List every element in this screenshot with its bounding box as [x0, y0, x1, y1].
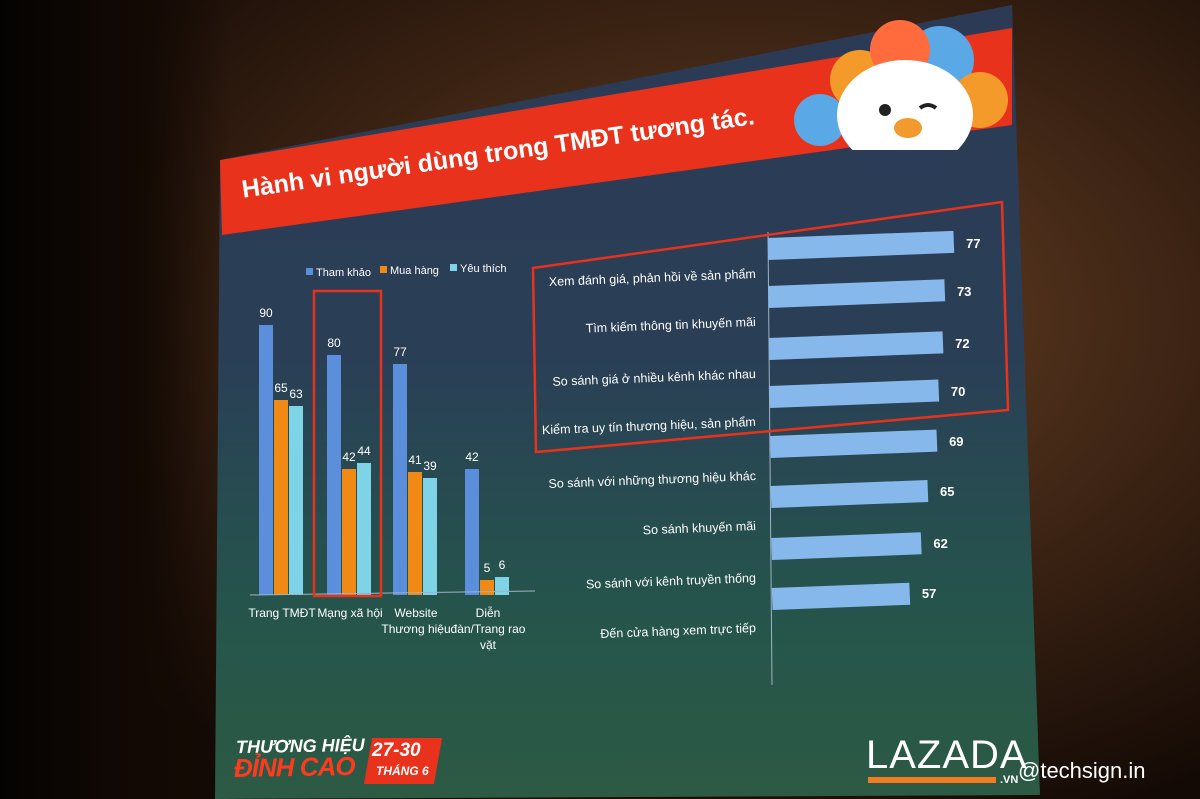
- hbar-value-label: 65: [940, 484, 954, 499]
- hbar-category-label: So sánh giá ở nhiều kênh khác nhau: [552, 367, 756, 389]
- legend-swatch: [306, 268, 313, 275]
- brand-underline: [868, 777, 996, 783]
- bar: [393, 364, 407, 595]
- bar-value-label: 6: [499, 558, 506, 572]
- y-axis: [767, 231, 773, 686]
- bar-value-label: 63: [289, 387, 303, 401]
- hbar: [769, 429, 938, 458]
- category-label: Thương hiệu: [381, 622, 450, 636]
- bar-value-label: 80: [327, 336, 341, 350]
- hbar-category-label: Xem đánh giá, phản hồi về sản phẩm: [549, 267, 756, 289]
- brand-logo: LAZADA: [866, 733, 1028, 777]
- bar-value-label: 90: [259, 306, 273, 320]
- hbar: [771, 582, 911, 610]
- hbar: [771, 532, 922, 560]
- hbar: [769, 379, 940, 408]
- hbar-value-label: 62: [933, 536, 947, 551]
- hbar: [768, 279, 946, 308]
- room-shadow: [0, 0, 230, 799]
- legend-label: Mua hàng: [390, 265, 439, 277]
- legend-label: Tham khảo: [316, 267, 371, 279]
- category-label: Diễn: [476, 605, 501, 620]
- legend-label: Yêu thích: [460, 263, 506, 275]
- bar: [357, 463, 371, 595]
- highlight-box: [312, 289, 383, 598]
- bar: [274, 400, 288, 595]
- bar: [480, 580, 494, 595]
- hbar-category-label: Tìm kiếm thông tin khuyến mãi: [585, 315, 756, 336]
- legend-swatch: [450, 264, 457, 271]
- bar: [408, 472, 422, 595]
- bar-value-label: 44: [357, 444, 371, 458]
- bar-value-label: 65: [274, 381, 288, 395]
- hbar-category-label: So sánh với những thương hiệu khác: [548, 469, 756, 491]
- category-label: đàn/Trang rao: [451, 622, 526, 636]
- bar: [495, 577, 509, 595]
- hbar-value-label: 69: [949, 434, 963, 449]
- category-label: Trang TMĐT: [248, 606, 316, 620]
- hbar-value-label: 72: [955, 336, 969, 351]
- bar: [342, 469, 356, 595]
- bar: [289, 406, 303, 595]
- bar-value-label: 41: [408, 453, 422, 467]
- category-label: Website: [394, 606, 437, 620]
- bar-value-label: 39: [423, 459, 437, 473]
- event-month: THÁNG 6: [376, 764, 429, 778]
- category-label: vặt: [480, 638, 497, 652]
- event-name-line2: ĐỈNH CAO: [233, 750, 355, 784]
- bar: [465, 469, 479, 595]
- hbar-category-label: So sánh với kênh truyền thống: [586, 571, 757, 592]
- bar-value-label: 77: [393, 345, 407, 359]
- bar-value-label: 5: [484, 561, 491, 575]
- event-date: 27-30: [372, 740, 421, 761]
- legend-swatch: [380, 266, 387, 273]
- hbar: [767, 230, 955, 260]
- horizontal-bar-chart: 77 Xem đánh giá, phản hồi về sản phẩm 73 Tì…: [531, 200, 1010, 686]
- hbar-category-label: Đến cửa hàng xem trực tiếp: [600, 621, 756, 641]
- hbar-value-label: 57: [922, 586, 936, 601]
- hbar-value-label: 73: [957, 284, 971, 299]
- watermark: @techsign.in: [1018, 758, 1146, 783]
- mascot-icon: [794, 20, 1008, 150]
- bar: [423, 478, 437, 595]
- hbar-category-label: Kiểm tra uy tín thương hiệu, sản phẩm: [542, 415, 756, 437]
- hbar-value-label: 77: [966, 236, 980, 251]
- hbar-value-label: 70: [951, 384, 965, 399]
- bar: [259, 325, 273, 595]
- bar-value-label: 42: [465, 450, 479, 464]
- bar-value-label: 42: [342, 450, 356, 464]
- highlight-box: [531, 200, 1010, 454]
- x-axis: [249, 590, 536, 596]
- category-label: Mạng xã hội: [317, 606, 382, 620]
- bar: [327, 355, 341, 595]
- hbar: [770, 479, 929, 508]
- brand-suffix: .VN: [1000, 774, 1019, 786]
- hbar: [768, 331, 944, 360]
- hbar-category-label: So sánh khuyến mãi: [642, 519, 756, 537]
